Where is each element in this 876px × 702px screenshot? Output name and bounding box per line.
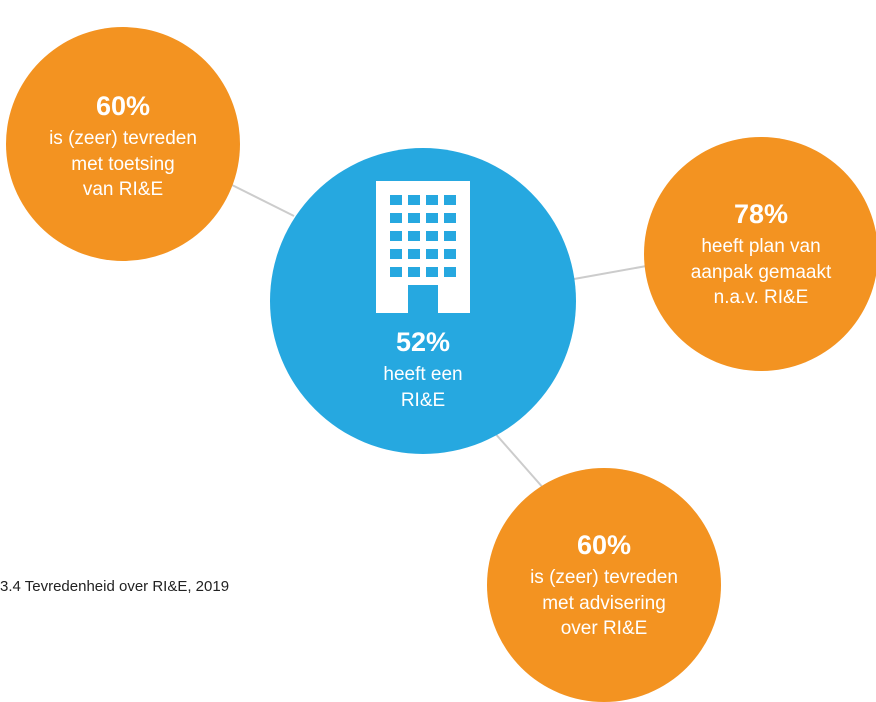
office-building-icon: [376, 181, 470, 318]
satellite-percentage: 60%: [95, 90, 151, 121]
satellite-text-line: van RI&E: [82, 178, 164, 200]
center-bubble: 52% heeft een RI&E: [270, 148, 576, 454]
satellite-percentage: 60%: [576, 529, 632, 560]
center-text-line: heeft een: [383, 364, 463, 386]
satellite-percentage: 78%: [733, 198, 789, 229]
satellite-text-line: met advisering: [542, 592, 666, 614]
satellite-text-line: met toetsing: [71, 153, 175, 175]
satellite-text-line: is (zeer) tevreden: [49, 128, 197, 150]
center-percentage: 52%: [395, 327, 451, 357]
satellite-bubble-advisering: 60% is (zeer) tevreden met advisering ov…: [487, 468, 721, 702]
satellite-text-line: over RI&E: [560, 617, 648, 639]
connector-top-left: [231, 184, 295, 217]
satellite-text-line: is (zeer) tevreden: [530, 567, 678, 589]
satellite-text-line: n.a.v. RI&E: [713, 286, 809, 308]
connector-right: [573, 264, 653, 280]
satellite-bubble-toetsing: 60% is (zeer) tevreden met toetsing van …: [6, 27, 240, 261]
satellite-text-line: aanpak gemaakt: [690, 261, 832, 283]
figure-caption: 3.4 Tevredenheid over RI&E, 2019: [0, 578, 230, 595]
connector-bottom: [492, 430, 546, 491]
satellite-text-line: heeft plan van: [701, 236, 821, 258]
satellite-bubble-plan-van-aanpak: 78% heeft plan van aanpak gemaakt n.a.v.…: [644, 137, 876, 371]
center-text-line: RI&E: [400, 389, 446, 411]
